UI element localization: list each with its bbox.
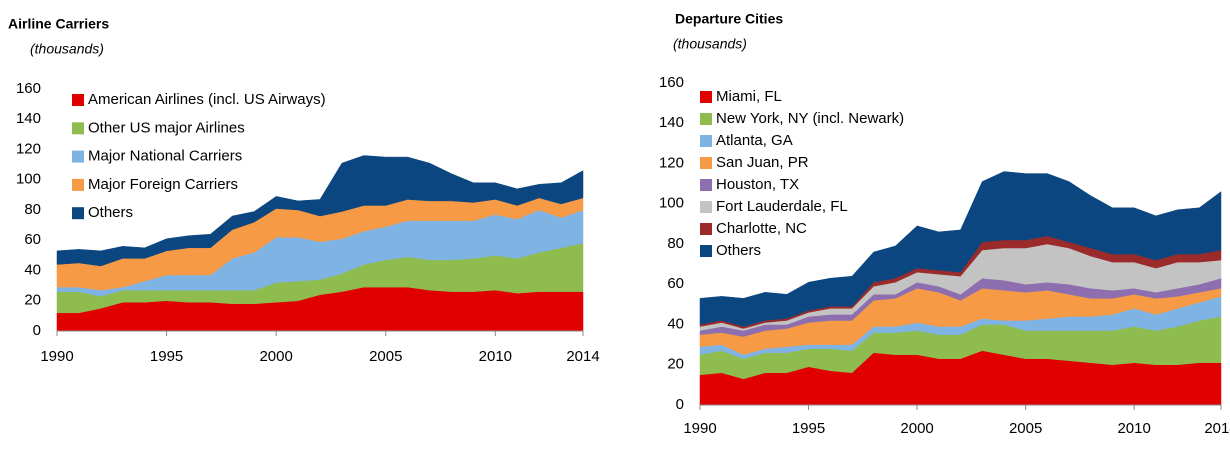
x-tick-label: 2005 bbox=[1009, 420, 1042, 437]
y-tick-label: 80 bbox=[24, 201, 41, 218]
x-tick-label: 1990 bbox=[683, 420, 716, 437]
y-tick-label: 140 bbox=[659, 114, 684, 131]
x-tick-label: 2010 bbox=[479, 348, 512, 365]
legend-label: Miami, FL bbox=[716, 88, 782, 105]
legend-swatch bbox=[72, 178, 84, 191]
legend-swatch bbox=[72, 207, 84, 220]
y-tick-label: 60 bbox=[24, 231, 41, 248]
y-tick-label: 20 bbox=[667, 356, 684, 373]
x-tick-label: 1995 bbox=[792, 420, 825, 437]
legend-label: Fort Lauderdale, FL bbox=[716, 198, 848, 215]
legend-label: Houston, TX bbox=[716, 176, 799, 193]
x-tick-label: 1995 bbox=[150, 348, 183, 365]
y-tick-label: 160 bbox=[659, 74, 684, 91]
legend-swatch bbox=[72, 150, 84, 163]
legend-label: Others bbox=[88, 204, 133, 221]
chart-title: Airline Carriers bbox=[8, 16, 109, 32]
legend-label: Other US major Airlines bbox=[88, 119, 245, 136]
legend-swatch bbox=[700, 245, 712, 257]
y-tick-label: 80 bbox=[667, 235, 684, 252]
chart-subtitle: (thousands) bbox=[673, 36, 747, 52]
legend-swatch bbox=[700, 179, 712, 191]
x-tick-label: 2014 bbox=[566, 348, 599, 365]
legend-label: Major Foreign Carriers bbox=[88, 176, 238, 193]
legend-label: San Juan, PR bbox=[716, 154, 809, 171]
legend-swatch bbox=[700, 113, 712, 125]
legend-label: Charlotte, NC bbox=[716, 220, 807, 237]
y-tick-label: 100 bbox=[659, 195, 684, 212]
area bbox=[56, 155, 584, 267]
area bbox=[699, 171, 1222, 327]
x-tick-label: 2010 bbox=[1117, 420, 1150, 437]
chart-title: Departure Cities bbox=[675, 11, 783, 27]
y-tick-label: 40 bbox=[667, 315, 684, 332]
y-tick-label: 0 bbox=[33, 322, 41, 339]
y-tick-label: 20 bbox=[24, 292, 41, 309]
legend-swatch bbox=[72, 94, 84, 106]
y-tick-label: 140 bbox=[16, 110, 41, 127]
legend-label: American Airlines (incl. US Airways) bbox=[88, 91, 326, 108]
legend-swatch bbox=[72, 122, 84, 135]
legend-swatch bbox=[700, 91, 712, 103]
y-tick-label: 60 bbox=[667, 275, 684, 292]
legend-label: Major National Carriers bbox=[88, 148, 242, 165]
x-tick-label: 1990 bbox=[40, 348, 73, 365]
x-tick-label: 2005 bbox=[369, 348, 402, 365]
x-tick-label: 2014 bbox=[1204, 420, 1230, 437]
x-tick-label: 2000 bbox=[900, 420, 933, 437]
y-tick-label: 160 bbox=[16, 80, 41, 97]
y-tick-label: 120 bbox=[659, 154, 684, 171]
legend-label: New York, NY (incl. Newark) bbox=[716, 110, 904, 127]
y-tick-label: 0 bbox=[676, 396, 684, 413]
legend-swatch bbox=[700, 201, 712, 213]
legend-swatch bbox=[700, 157, 712, 169]
x-tick-label: 2000 bbox=[259, 348, 292, 365]
legend-label: Atlanta, GA bbox=[716, 132, 793, 149]
legend-swatch bbox=[700, 223, 712, 235]
legend-swatch bbox=[700, 135, 712, 147]
y-tick-label: 120 bbox=[16, 140, 41, 157]
chart-subtitle: (thousands) bbox=[30, 41, 104, 57]
y-tick-label: 100 bbox=[16, 171, 41, 188]
legend-label: Others bbox=[716, 242, 761, 259]
y-tick-label: 40 bbox=[24, 261, 41, 278]
